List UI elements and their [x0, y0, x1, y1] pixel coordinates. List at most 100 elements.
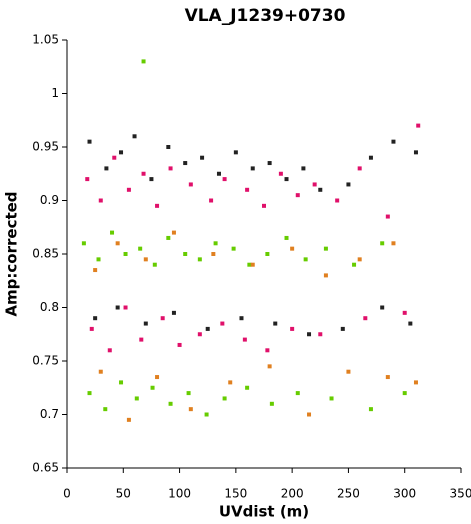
point [168, 166, 173, 171]
point [115, 241, 120, 246]
point [119, 150, 124, 155]
point [303, 257, 308, 262]
point [112, 155, 117, 160]
point [391, 241, 396, 246]
point [290, 326, 295, 331]
point [155, 375, 160, 380]
point [166, 145, 171, 149]
point [103, 407, 108, 412]
point [295, 193, 300, 198]
point [188, 182, 193, 187]
point [318, 187, 323, 192]
point [265, 252, 270, 256]
point [87, 139, 92, 144]
point [323, 246, 328, 251]
point [363, 316, 368, 321]
point [183, 161, 188, 166]
point [85, 177, 90, 182]
x-tick-label: 200 [281, 487, 304, 501]
point [152, 262, 157, 267]
x-tick-label: 50 [116, 487, 131, 501]
point [110, 230, 115, 235]
y-tick-label: 0.85 [32, 247, 59, 261]
point [284, 235, 289, 240]
point [87, 391, 92, 396]
y-tick-label: 0.7 [40, 407, 59, 421]
point [262, 203, 266, 208]
point [250, 166, 255, 171]
point [301, 166, 306, 171]
point [273, 321, 278, 326]
point [98, 198, 103, 203]
point [216, 171, 221, 176]
point [368, 407, 373, 412]
point [134, 396, 139, 401]
point [352, 262, 357, 267]
point [143, 321, 148, 326]
point [155, 203, 160, 208]
point [267, 364, 272, 369]
point [197, 332, 202, 337]
point [269, 401, 274, 406]
point [143, 257, 148, 262]
point [385, 375, 390, 380]
point [242, 337, 247, 342]
point [250, 262, 255, 267]
point [197, 257, 202, 262]
point [126, 417, 131, 422]
point [160, 316, 165, 321]
point [171, 310, 176, 315]
point [119, 380, 124, 385]
point [141, 171, 146, 176]
point [402, 391, 407, 396]
point [115, 305, 120, 310]
point [312, 182, 317, 187]
point [278, 171, 283, 176]
point [141, 59, 146, 64]
y-tick-label: 0.8 [40, 300, 59, 314]
point [222, 396, 227, 401]
point [284, 177, 289, 182]
point [267, 161, 272, 166]
point [200, 155, 205, 160]
point [307, 332, 312, 337]
x-tick-label: 0 [63, 487, 71, 501]
point [123, 305, 128, 310]
y-tick-label: 0.75 [32, 354, 59, 368]
point [413, 150, 418, 155]
point [340, 326, 345, 331]
point [346, 182, 351, 187]
point [318, 332, 323, 337]
point [295, 391, 300, 396]
y-tick-label: 0.95 [32, 140, 59, 154]
point [126, 187, 131, 192]
point [323, 273, 328, 278]
point [380, 241, 385, 246]
point [290, 246, 295, 251]
point [177, 342, 182, 347]
point [166, 235, 171, 240]
point [89, 326, 94, 331]
point [171, 230, 176, 235]
point [245, 385, 250, 390]
point [188, 407, 193, 412]
point [104, 166, 109, 171]
point [150, 385, 155, 390]
point [233, 150, 238, 155]
point [98, 369, 103, 374]
point [211, 252, 216, 256]
point [123, 252, 128, 256]
point [357, 166, 362, 171]
point [265, 348, 270, 353]
point [138, 246, 143, 251]
y-tick-label: 0.9 [40, 193, 59, 207]
point [81, 241, 86, 246]
point [357, 257, 362, 262]
point [380, 305, 385, 310]
point [402, 310, 407, 315]
point [307, 412, 312, 417]
point [228, 380, 233, 385]
x-tick-label: 350 [450, 487, 471, 501]
